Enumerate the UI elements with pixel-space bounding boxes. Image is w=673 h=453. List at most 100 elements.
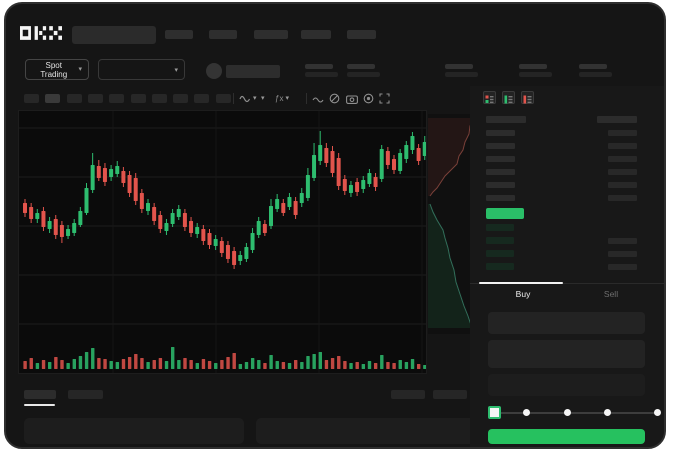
candle-body [324,148,329,163]
amount-slider-track[interactable] [492,412,657,414]
bid-price-placeholder[interactable] [486,237,514,244]
candle-type-dropdown[interactable]: ▾ [261,92,265,105]
ask-price-placeholder[interactable] [486,143,515,149]
topbar [6,4,664,52]
order-form-input[interactable] [488,374,645,396]
volume-bar [66,363,70,369]
nav-item-placeholder[interactable] [254,30,288,39]
bid-price-placeholder[interactable] [486,224,514,231]
orders-tab-placeholder[interactable] [68,390,103,399]
candle-body [250,233,255,250]
candle-body [78,211,83,225]
timeframe-button[interactable] [66,94,82,103]
slider-handle[interactable] [488,406,501,419]
nav-item-placeholder[interactable] [209,30,237,39]
timeframe-button[interactable] [24,94,39,103]
slider-step-dot[interactable] [654,409,661,416]
ask-size-placeholder[interactable] [608,195,637,201]
volume-bar [312,354,316,369]
candle-body [115,166,120,174]
device-frame: Spot Trading ▾ ▾ ▾ ▾ ƒx ▾ [4,2,666,449]
ask-size-placeholder[interactable] [608,156,637,162]
candlestick-chart[interactable] [18,110,427,374]
volume-bar [158,358,163,369]
nav-item-placeholder[interactable] [165,30,193,39]
line-style-button[interactable] [312,92,324,105]
timeframe-button[interactable] [173,94,189,103]
tab-sell[interactable]: Sell [603,289,619,299]
nav-item-placeholder[interactable] [301,30,331,39]
volume-bar [226,357,230,369]
slider-step-dot[interactable] [523,409,530,416]
candle-body [121,171,126,183]
bid-size-placeholder[interactable] [608,251,637,257]
timeframe-button[interactable] [87,94,103,103]
ask-size-placeholder[interactable] [608,182,637,188]
bid-price-placeholder[interactable] [486,263,514,270]
timeframe-button[interactable] [194,94,210,103]
buy-submit-button[interactable] [488,429,645,444]
timeframe-button[interactable] [45,94,61,103]
tab-buy[interactable]: Buy [515,289,531,299]
nav-item-placeholder[interactable] [347,30,376,39]
candle-body [342,179,347,191]
candle-body [158,215,163,229]
slider-step-dot[interactable] [564,409,571,416]
magnet-button[interactable] [329,92,340,105]
candle-body [330,151,335,173]
candle-body [256,221,261,235]
order-form-input[interactable] [488,340,645,368]
ask-price-placeholder[interactable] [486,169,515,175]
fullscreen-button[interactable] [379,92,390,105]
market-type-selector[interactable]: Spot Trading ▾ [25,59,89,80]
orderbook-view-both-icon[interactable] [483,91,496,104]
volume-bar [380,355,384,369]
volume-bar [201,359,206,369]
wave-icon [239,95,251,102]
ask-price-placeholder[interactable] [486,130,515,136]
candle-body [29,207,34,219]
timeframe-button[interactable] [130,94,146,103]
candle-body [133,178,138,201]
candle-body [152,207,157,221]
orders-panel-placeholder [24,418,244,444]
orders-tab-placeholder[interactable] [24,390,56,399]
trade-tabbar-divider [470,283,664,284]
candle-body [146,203,150,211]
orderbook-view-asks-icon[interactable] [521,91,534,104]
bid-size-placeholder[interactable] [608,238,637,244]
pair-selector-dropdown[interactable]: ▾ [98,59,185,80]
slider-step-dot[interactable] [604,409,611,416]
timeframe-button[interactable] [109,94,125,103]
volume-bar [177,360,181,369]
compare-fx-button[interactable]: ƒx ▾ [275,92,289,105]
timeframe-button[interactable] [151,94,167,103]
orders-control-placeholder[interactable] [433,390,467,399]
candle-body [293,201,298,215]
orderbook-view-bids-icon[interactable] [502,91,515,104]
ask-price-placeholder[interactable] [486,195,515,201]
snapshot-button[interactable] [346,92,358,105]
chevron-down-icon: ▾ [253,95,257,102]
chart-settings-button[interactable] [363,92,374,105]
volume-bar [250,358,255,369]
search-input[interactable] [72,26,156,44]
stat-value-placeholder [305,72,338,77]
ask-size-placeholder[interactable] [608,169,637,175]
ask-price-placeholder[interactable] [486,182,515,188]
bid-price-placeholder[interactable] [486,250,514,257]
order-form-input[interactable] [488,312,645,334]
candle-body [35,213,40,219]
timeframe-button[interactable] [215,94,231,103]
last-price-indicator [486,208,524,219]
ask-size-placeholder[interactable] [608,130,637,136]
volume-bar [171,347,175,369]
ask-price-placeholder[interactable] [486,156,515,162]
candle-body [84,188,89,213]
bid-size-placeholder[interactable] [608,264,637,270]
orderbook-column-header-placeholder [486,116,526,123]
orders-control-placeholder[interactable] [391,390,425,399]
indicators-button[interactable]: ▾ [239,92,257,105]
chevron-down-icon: ▾ [261,95,265,102]
ask-size-placeholder[interactable] [608,143,637,149]
